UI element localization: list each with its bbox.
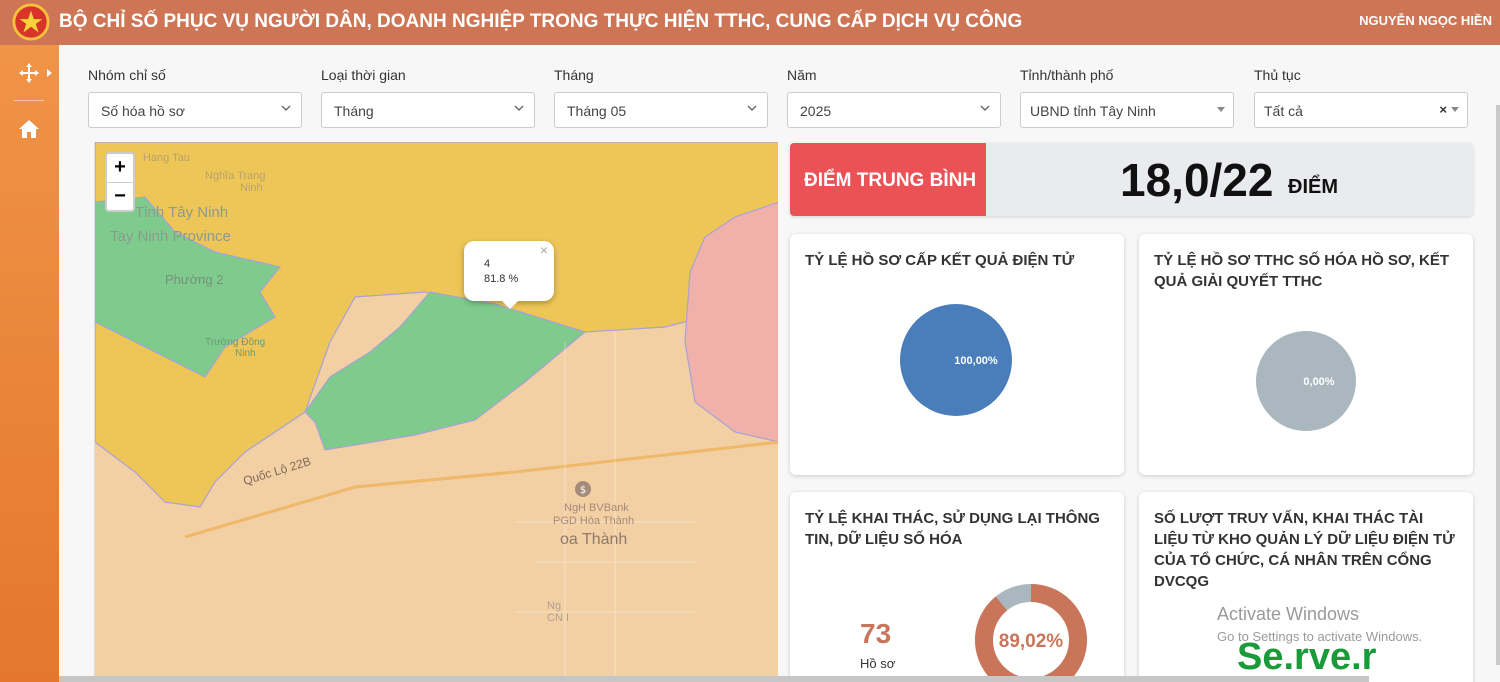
popup-tip (502, 301, 518, 309)
map-label: Ninh (235, 348, 256, 359)
map-label-bank: NgH BVBank (564, 502, 629, 514)
average-score-label: ĐIỂM TRUNG BÌNH (790, 143, 986, 216)
bank-marker-icon: $ (575, 481, 591, 497)
overlay-watermark: Se.rve.r (1237, 636, 1377, 678)
time-type-select[interactable]: Tháng (321, 92, 535, 128)
kpi-card-queries: SỐ LƯỢT TRUY VẤN, KHAI THÁC TÀI LIỆU TỪ … (1139, 492, 1473, 682)
svg-text:$: $ (580, 485, 586, 496)
map-region-red-east (684, 201, 778, 443)
zoom-out-button[interactable]: − (107, 182, 133, 210)
reuse-count-unit: Hồ sơ (860, 656, 896, 671)
procedure-select[interactable]: Tất cả × (1254, 92, 1468, 128)
indicator-group-select[interactable]: Số hóa hồ sơ (88, 92, 302, 128)
national-emblem-icon (12, 3, 50, 41)
filter-procedure: Thủ tục Tất cả × (1254, 67, 1468, 128)
month-select[interactable]: Tháng 05 (554, 92, 768, 128)
map-region-green-center (304, 291, 587, 451)
pie-label: 100,00% (954, 355, 998, 367)
caret-down-icon (1451, 107, 1459, 112)
chevron-down-icon (980, 105, 990, 111)
map-label: Ninh (240, 182, 263, 194)
kpi-title: SỐ LƯỢT TRUY VẤN, KHAI THÁC TÀI LIỆU TỪ … (1154, 510, 1455, 590)
kpi-title: TỶ LỆ HỒ SƠ CẤP KẾT QUẢ ĐIỆN TỬ (805, 252, 1075, 269)
province-select[interactable]: UBND tỉnh Tây Ninh (1020, 92, 1234, 128)
submenu-caret-icon (47, 69, 52, 77)
filter-label: Thủ tục (1254, 67, 1301, 83)
activation-watermark-sub: Go to Settings to activate Windows. (1217, 629, 1423, 644)
horizontal-scrollbar[interactable] (59, 676, 1369, 682)
map-popup: × 4 81.8 % (464, 241, 554, 309)
map-label-bank: PGD Hòa Thành (553, 515, 635, 527)
popup-value: 81.8 % (484, 273, 519, 285)
filter-label: Loại thời gian (321, 67, 406, 83)
filter-label: Nhóm chỉ số (88, 67, 166, 83)
map-zoom-control: + − (105, 152, 135, 212)
average-score-unit: ĐIỂM (1288, 176, 1338, 198)
map-label: Nghĩa Trang (205, 170, 266, 182)
map-label: Ng (547, 600, 562, 612)
kpi-title: TỶ LỆ HỒ SƠ TTHC SỐ HÓA HỒ SƠ, KẾT QUẢ G… (1154, 252, 1450, 290)
map-label: CN I (547, 612, 569, 624)
page-title: BỘ CHỈ SỐ PHỤC VỤ NGƯỜI DÂN, DOANH NGHIỆ… (59, 11, 1023, 32)
map-region-green-west (95, 196, 282, 378)
average-score-value: 18,0/22 (1120, 154, 1274, 206)
move-arrows-icon[interactable] (17, 61, 41, 85)
select-value: 2025 (800, 103, 832, 119)
select-value: Tất cả (1264, 103, 1303, 119)
home-icon[interactable] (17, 117, 41, 141)
map-regions (95, 142, 778, 682)
donut-chart: 89,02% (975, 584, 1087, 682)
kpi-card-electronic-results: TỶ LỆ HỒ SƠ CẤP KẾT QUẢ ĐIỆN TỬ 100,00% (790, 234, 1124, 475)
map-label-town: oa Thành (560, 531, 628, 548)
filter-label: Tỉnh/thành phố (1020, 67, 1114, 83)
map-label: Trường Đông (205, 337, 266, 348)
filter-label: Năm (787, 67, 817, 83)
sidebar (0, 45, 59, 682)
clear-selection-icon[interactable]: × (1439, 102, 1447, 117)
map-label: Hang Tau (143, 152, 190, 164)
filter-time-type: Loại thời gian Tháng (321, 67, 535, 128)
popup-close-button[interactable]: × (539, 242, 548, 258)
vertical-scrollbar[interactable] (1496, 105, 1500, 665)
chevron-down-icon (281, 105, 291, 111)
kpi-title: TỶ LỆ KHAI THÁC, SỬ DỤNG LẠI THÔNG TIN, … (805, 510, 1100, 548)
zoom-in-button[interactable]: + (114, 156, 126, 178)
filter-month: Tháng Tháng 05 (554, 67, 768, 128)
pie-chart: 100,00% (900, 304, 1012, 416)
chevron-down-icon (747, 105, 757, 111)
popup-title: 4 (484, 258, 491, 270)
kpi-card-data-reuse: TỶ LỆ KHAI THÁC, SỬ DỤNG LẠI THÔNG TIN, … (790, 492, 1124, 682)
average-score-card: ĐIỂM TRUNG BÌNH 18,0/22 ĐIỂM (790, 143, 1473, 216)
pie-label: 0,00% (1303, 376, 1334, 388)
filter-province: Tỉnh/thành phố UBND tỉnh Tây Ninh (1020, 67, 1234, 128)
year-select[interactable]: 2025 (787, 92, 1001, 128)
map-label-ward: Phường 2 (165, 272, 224, 287)
select-value: Số hóa hồ sơ (101, 103, 185, 119)
dashboard-main: Nhóm chỉ số Số hóa hồ sơ Loại thời gian … (59, 45, 1500, 682)
user-name[interactable]: NGUYỄN NGỌC HIỀN (1359, 13, 1492, 28)
activation-watermark: Activate Windows (1217, 604, 1360, 624)
select-value: UBND tỉnh Tây Ninh (1030, 103, 1156, 119)
pie-chart: 0,00% (1256, 331, 1356, 431)
reuse-count: 73 (860, 618, 892, 649)
select-value: Tháng 05 (567, 103, 627, 119)
filter-label: Tháng (554, 67, 594, 83)
donut-label: 89,02% (999, 631, 1064, 652)
sidebar-divider (14, 100, 44, 101)
pie-slice (900, 304, 1012, 416)
kpi-card-digitized-records: TỶ LỆ HỒ SƠ TTHC SỐ HÓA HỒ SƠ, KẾT QUẢ G… (1139, 234, 1473, 475)
caret-down-icon (1217, 107, 1225, 112)
select-value: Tháng (334, 103, 374, 119)
filter-indicator-group: Nhóm chỉ số Số hóa hồ sơ (88, 67, 302, 128)
choropleth-map[interactable]: Hang Tau Nghĩa Trang Ninh Tỉnh Tây Ninh … (94, 142, 778, 682)
pie-slice (1256, 331, 1356, 431)
app-header: BỘ CHỈ SỐ PHỤC VỤ NGƯỜI DÂN, DOANH NGHIỆ… (0, 0, 1500, 45)
map-label-province: Tỉnh Tây Ninh (135, 204, 229, 221)
map-label-province-en: Tay Ninh Province (110, 228, 231, 245)
filter-year: Năm 2025 (787, 67, 1001, 128)
chevron-down-icon (514, 105, 524, 111)
donut-arc (975, 584, 1087, 682)
